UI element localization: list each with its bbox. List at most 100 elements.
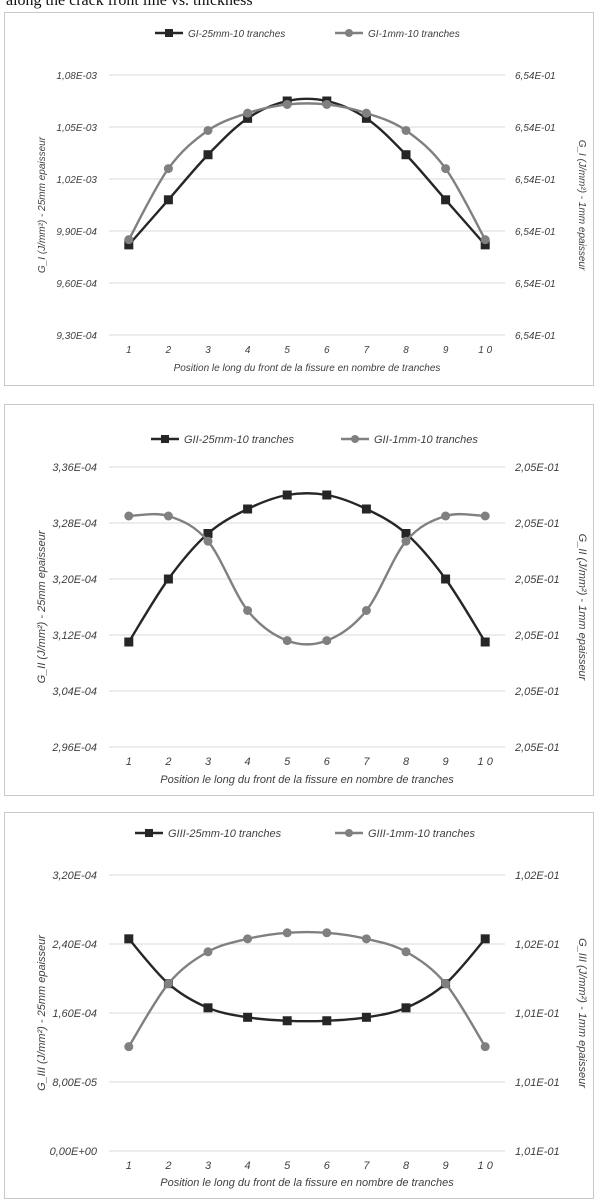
y-tick-label: 3,20E-04 (52, 574, 97, 586)
x-tick-label: 2 (164, 756, 171, 768)
y-axis-title: G_I (J/mm²) - 25mm epaisseur (37, 136, 48, 273)
data-point-square (124, 637, 134, 647)
legend-marker-circle (345, 29, 353, 37)
data-point-circle (203, 947, 213, 957)
data-point-square (480, 934, 490, 944)
series-line (127, 938, 487, 1023)
data-point-circle (322, 636, 332, 646)
x-tick-label: 2 (164, 1160, 171, 1172)
x-tick-label: 1 (126, 756, 132, 768)
data-point-square (361, 504, 371, 514)
x-tick-label: 5 (284, 756, 291, 768)
x-tick-label: 9 (443, 1160, 449, 1172)
series-line (127, 492, 487, 643)
page-caption: along the crack front line vs. thickness (6, 0, 253, 9)
data-point-circle (480, 235, 490, 245)
x-tick-label: 9 (443, 756, 449, 768)
data-point-square (203, 1003, 213, 1013)
chart-giii: 0,00E+00 1,01E-01 8,00E-05 1,01E-01 1,60E-04… (36, 828, 588, 1189)
data-point-circle (322, 928, 332, 938)
series-line (128, 512, 486, 646)
y2-tick-label: 6,54E-01 (515, 279, 556, 290)
x-tick-label: 3 (205, 756, 212, 768)
data-point-square (124, 934, 134, 944)
data-point-square (480, 637, 490, 647)
x-tick-label: 7 (363, 756, 370, 768)
legend-label: GII-1mm-10 tranches (374, 434, 478, 446)
data-point-circle (441, 979, 451, 989)
x-axis-title: Position le long du front de la fissure … (160, 1177, 454, 1189)
data-point-square (124, 240, 134, 250)
x-tick-label: 1 0 (478, 1160, 494, 1172)
x-tick-label: 4 (245, 756, 251, 768)
y-tick-label: 3,36E-04 (52, 462, 97, 474)
legend-label: GI-1mm-10 tranches (368, 29, 460, 40)
x-tick-label: 6 (324, 345, 330, 356)
series-line (127, 930, 487, 1048)
legend-label: GIII-1mm-10 tranches (368, 828, 475, 840)
y2-tick-label: 2,05E-01 (514, 518, 560, 530)
y2-tick-label: 2,05E-01 (514, 630, 560, 642)
data-point-circle (441, 511, 451, 521)
y2-tick-label: 2,05E-01 (514, 742, 560, 754)
data-point-square (282, 490, 292, 500)
y2-tick-label: 1,02E-01 (515, 870, 560, 882)
x-tick-label: 4 (245, 1160, 251, 1172)
data-point-circle (203, 125, 213, 135)
data-point-circle (401, 947, 411, 957)
data-point-square (441, 195, 451, 205)
data-point-square (243, 1012, 253, 1022)
legend-marker-square (165, 29, 173, 37)
legend-label: GI-25mm-10 tranches (188, 29, 285, 40)
y2-tick-label: 1,02E-01 (515, 939, 560, 951)
data-point-square (401, 529, 411, 538)
data-point-square (163, 195, 173, 205)
y2-tick-label: 2,05E-01 (514, 686, 560, 698)
data-point-square (401, 1003, 411, 1013)
x-tick-label: 6 (324, 1160, 331, 1172)
y2-tick-label: 6,54E-01 (515, 227, 556, 238)
y-axis-title: G_II (J/mm²) - 25mm epaisseur (36, 529, 48, 683)
y2-axis-title: G_I (J/mm²) - 1mm epaisseur (576, 140, 587, 271)
data-point-circle (401, 125, 411, 135)
x-tick-label: 8 (403, 345, 409, 356)
x-tick-label: 1 (126, 1160, 132, 1172)
data-point-circle (243, 606, 253, 615)
y-tick-label: 2,96E-04 (51, 742, 97, 754)
x-tick-label: 8 (403, 1160, 410, 1172)
y2-tick-label: 1,01E-01 (515, 1077, 560, 1089)
data-point-square (480, 240, 490, 250)
x-tick-label: 3 (205, 1160, 212, 1172)
data-point-square (243, 504, 253, 514)
y2-tick-label: 2,05E-01 (514, 574, 560, 586)
x-tick-label: 6 (324, 756, 331, 768)
x-tick-label: 2 (165, 345, 172, 356)
legend-marker-square (145, 829, 153, 837)
x-axis-title: Position le long du front de la fissure … (174, 363, 441, 374)
y-tick-label: 1,05E-03 (56, 123, 97, 134)
data-point-square (243, 113, 253, 123)
data-point-circle (361, 934, 371, 944)
data-point-circle (163, 164, 173, 174)
x-tick-label: 7 (364, 345, 370, 356)
x-tick-label: 5 (284, 345, 290, 356)
y2-tick-label: 1,01E-01 (515, 1146, 560, 1158)
legend-label: GIII-25mm-10 tranches (168, 828, 282, 840)
y-tick-label: 2,40E-04 (51, 939, 97, 951)
x-tick-label: 1 0 (478, 345, 492, 356)
y-axis-title: G_III (J/mm²) - 25mm epaisseur (36, 934, 48, 1091)
y2-tick-label: 6,54E-01 (515, 123, 556, 134)
data-point-square (203, 529, 213, 538)
chart-gii: 2,96E-04 2,05E-01 3,04E-04 2,05E-01 3,12E-04… (36, 434, 588, 786)
y2-tick-label: 6,54E-01 (515, 331, 556, 342)
x-tick-label: 3 (205, 345, 211, 356)
y-tick-label: 1,08E-03 (56, 71, 97, 82)
chart-panel-giii: 0,00E+00 1,01E-01 8,00E-05 1,01E-01 1,60E-04… (4, 812, 594, 1199)
data-point-square (203, 150, 213, 160)
data-point-circle (163, 511, 173, 521)
legend-marker-circle (345, 829, 353, 837)
data-point-circle (243, 108, 253, 118)
data-point-circle (124, 1042, 134, 1052)
data-point-circle (203, 536, 213, 546)
data-point-circle (163, 979, 173, 989)
